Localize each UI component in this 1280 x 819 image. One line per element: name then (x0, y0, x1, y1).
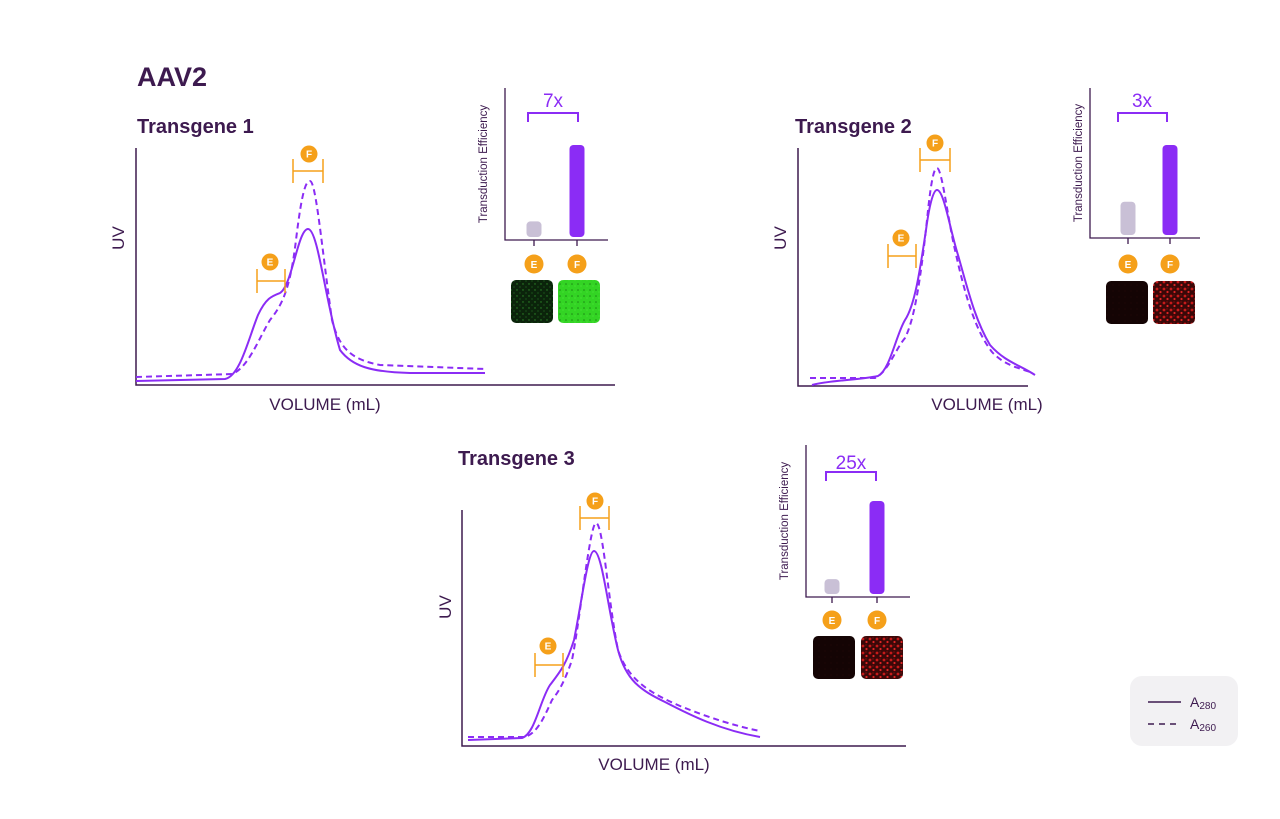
bar-f (1162, 145, 1178, 235)
category-label: E (531, 260, 538, 271)
fraction-marker-f: F (579, 492, 610, 530)
chromatogram-axes (797, 148, 1028, 387)
fraction-badge (926, 134, 944, 152)
transduction-inset: Transduction Efficiency E F 7x (478, 88, 608, 323)
inset-y-label: Transduction Efficiency (779, 462, 791, 581)
fraction-badge-label: E (898, 234, 905, 245)
fraction-marker-e: E (256, 253, 286, 293)
fraction-bracket (256, 269, 286, 293)
category-label: F (1167, 260, 1173, 271)
fraction-badge (300, 145, 318, 163)
fraction-bracket (534, 653, 564, 677)
a280-curve (135, 227, 485, 382)
x-axis-label: VOLUME (mL) (269, 395, 380, 414)
inset-y-label: Transduction Efficiency (478, 105, 490, 224)
figure-title: AAV2 (137, 62, 207, 92)
a280-curve (467, 549, 761, 741)
a280-curve (811, 188, 1036, 386)
fraction-marker-f: F (919, 134, 951, 172)
category-badge (567, 254, 587, 274)
category-badge (1160, 254, 1180, 274)
bar-e (1120, 201, 1136, 235)
category-badge (867, 610, 887, 630)
bar-e (526, 221, 542, 237)
inset-axes (504, 88, 608, 241)
panel-title: Transgene 1 (137, 116, 254, 138)
y-axis-label: UV (109, 226, 128, 250)
fraction-marker-f: F (292, 145, 324, 183)
chromatogram-axes (135, 148, 615, 386)
transduction-inset: Transduction Efficiency E F 25x (779, 445, 910, 679)
fold-change-bracket (527, 112, 579, 122)
fraction-badge-label: E (267, 258, 274, 269)
fraction-badge-label: F (592, 497, 598, 508)
fraction-bracket (579, 506, 610, 530)
fold-change-label: 25x (836, 453, 867, 474)
microscopy-image-e (813, 636, 855, 679)
legend: A280 A260 (1130, 676, 1238, 746)
legend-label-a280: A280 (1190, 694, 1216, 712)
fold-change-label: 3x (1132, 91, 1153, 112)
inset-axes (1089, 88, 1200, 239)
fraction-badge (586, 492, 604, 510)
x-axis-label: VOLUME (mL) (598, 755, 709, 774)
fraction-marker-e: E (534, 637, 564, 677)
category-label: F (874, 616, 880, 627)
fraction-bracket (919, 148, 951, 172)
fraction-badge (892, 229, 910, 247)
panel-title: Transgene 3 (458, 448, 575, 470)
microscopy-image-f (1153, 281, 1195, 324)
fraction-bracket (887, 244, 917, 268)
microscopy-image-f (558, 280, 600, 323)
inset-y-label: Transduction Efficiency (1073, 104, 1085, 223)
legend-label-a260: A260 (1190, 716, 1216, 734)
x-axis-label: VOLUME (mL) (931, 395, 1042, 414)
a260-curve (135, 179, 486, 378)
fold-change-label: 7x (543, 91, 564, 112)
fraction-bracket (292, 159, 324, 183)
a260-curve (468, 521, 761, 738)
fraction-badge-label: F (306, 150, 312, 161)
fraction-marker-e: E (887, 229, 917, 268)
category-badge (524, 254, 544, 274)
category-badge (1118, 254, 1138, 274)
fraction-badge-label: E (545, 642, 552, 653)
bar-f (569, 145, 585, 237)
bar-f (869, 501, 885, 594)
fraction-badge (539, 637, 557, 655)
bar-e (824, 579, 840, 594)
microscopy-image-e (511, 280, 553, 323)
category-label: F (574, 260, 580, 271)
fold-change-bracket (1117, 112, 1168, 122)
microscopy-image-f (861, 636, 903, 679)
microscopy-image-e (1106, 281, 1148, 324)
fold-change-bracket (825, 471, 877, 481)
panel-title: Transgene 2 (795, 116, 912, 138)
inset-axes (805, 445, 910, 598)
a260-curve (810, 166, 1031, 379)
chromatogram-axes (461, 510, 906, 747)
y-axis-label: UV (436, 595, 455, 619)
fraction-badge-label: F (932, 139, 938, 150)
legend-background (1130, 676, 1238, 746)
category-badge (822, 610, 842, 630)
fraction-badge (261, 253, 279, 271)
y-axis-label: UV (771, 226, 790, 250)
transduction-inset: Transduction Efficiency E F 3x (1073, 88, 1200, 324)
category-label: E (1125, 260, 1132, 271)
category-label: E (829, 616, 836, 627)
